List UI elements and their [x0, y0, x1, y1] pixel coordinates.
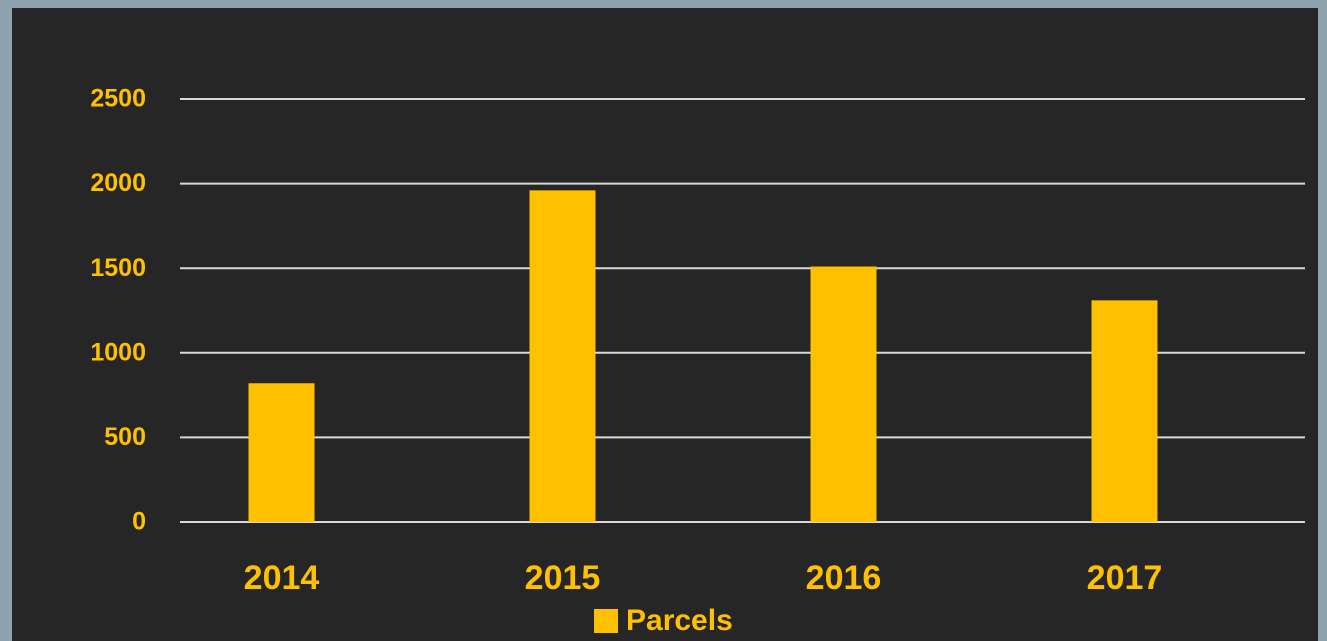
- y-tick-label: 1000: [90, 338, 146, 366]
- bar: [811, 267, 877, 522]
- y-tick-label: 500: [104, 423, 146, 451]
- y-tick-label: 1500: [90, 254, 146, 282]
- y-tick-label: 0: [132, 508, 146, 536]
- y-tick-label: 2500: [90, 85, 146, 113]
- x-tick-label: 2015: [525, 559, 601, 597]
- y-tick-label: 2000: [90, 169, 146, 197]
- bar: [530, 190, 596, 522]
- chart: 0 500 1000 1500 2000 2500 2014 2015 2016 2017 Parc…: [0, 0, 1327, 641]
- x-tick-label: 2017: [1087, 559, 1163, 597]
- bar: [1092, 300, 1158, 522]
- x-tick-label: 2016: [806, 559, 882, 597]
- bar: [249, 383, 315, 522]
- x-tick-label: 2014: [244, 559, 320, 597]
- legend-swatch: [594, 609, 618, 633]
- legend-label: Parcels: [626, 604, 733, 637]
